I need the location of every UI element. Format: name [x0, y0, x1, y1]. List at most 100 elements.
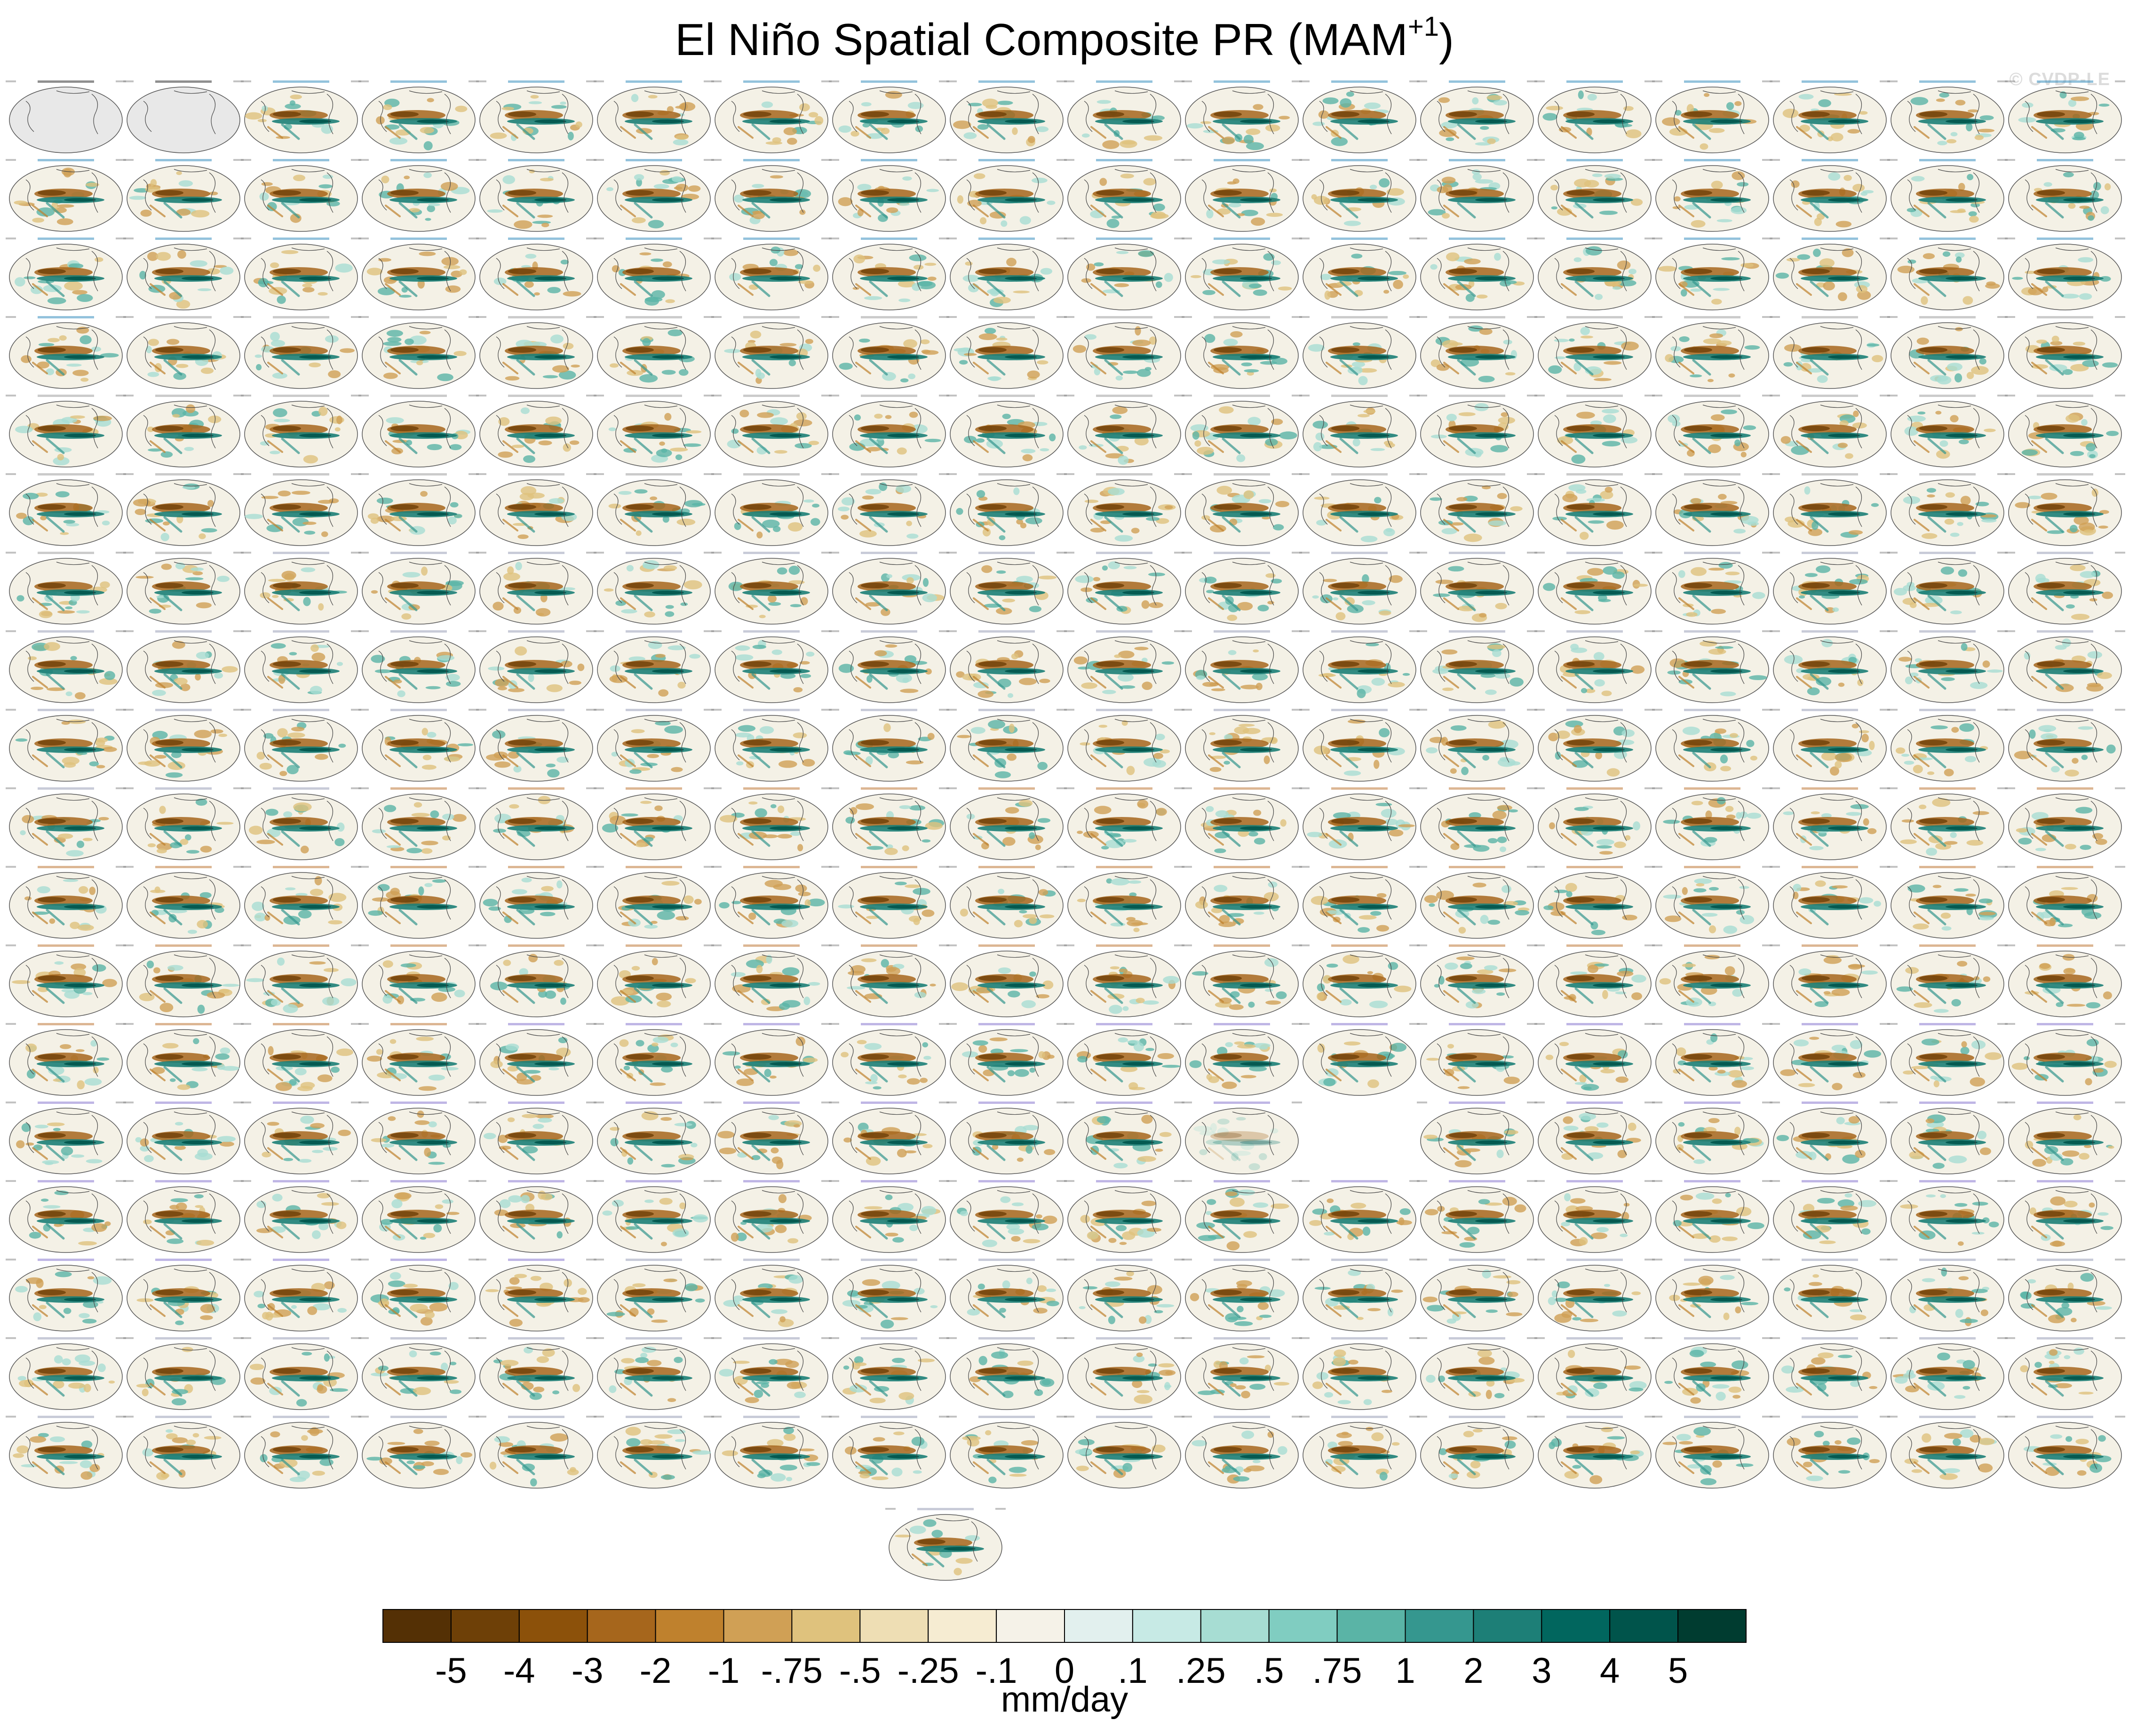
anomaly-blob [752, 211, 765, 220]
map-panel [1299, 787, 1420, 860]
anomaly-blob [1849, 579, 1868, 585]
map-panel [2005, 630, 2125, 703]
panel-title [1096, 552, 1152, 554]
anomaly-blob [1263, 755, 1270, 764]
anomaly-blob [1107, 488, 1125, 495]
map-panel [6, 709, 126, 782]
anomaly-blob [147, 843, 156, 848]
anomaly-blob [1606, 520, 1624, 530]
anomaly-blob [1011, 653, 1019, 659]
anomaly-blob [2079, 206, 2090, 209]
wet-anomaly-core [182, 434, 214, 437]
anomaly-blob [648, 220, 664, 229]
anomaly-blob [1950, 532, 1960, 537]
panel-period-label [1652, 238, 1662, 239]
dry-anomaly-diagonal [1561, 205, 1577, 217]
anomaly-blob [372, 829, 386, 833]
anomaly-blob [1811, 811, 1820, 815]
anomaly-blob [497, 686, 507, 690]
anomaly-blob [65, 691, 72, 697]
panel-period-label [711, 80, 722, 82]
panel-period-label [1652, 552, 1662, 554]
anomaly-blob [1152, 115, 1165, 121]
wet-anomaly-core [534, 119, 566, 123]
anomaly-blob [2065, 769, 2079, 777]
anomaly-blob [1490, 445, 1509, 452]
panel-title [273, 80, 329, 83]
anomaly-blob [1821, 752, 1837, 761]
anomaly-blob [926, 189, 939, 192]
anomaly-blob [260, 592, 270, 599]
anomaly-blob [900, 689, 919, 693]
panel-stat-label [1057, 159, 1067, 161]
anomaly-blob [427, 98, 434, 103]
panel-period-label [829, 80, 839, 82]
anomaly-blob [1134, 647, 1149, 650]
anomaly-blob [160, 532, 169, 541]
wet-anomaly-core [2063, 748, 2095, 752]
dry-anomaly-core [1566, 504, 1595, 510]
dry-anomaly-core [2037, 661, 2065, 667]
map-panel [1770, 473, 1890, 546]
dry-anomaly-core [743, 740, 771, 745]
anomaly-blob [1253, 809, 1262, 816]
anomaly-blob [1950, 415, 1959, 422]
map-panel [6, 630, 126, 703]
dry-anomaly-core [743, 190, 771, 196]
anomaly-blob [898, 298, 911, 302]
map-panel [241, 159, 361, 232]
dry-anomaly-diagonal [855, 283, 871, 296]
anomaly-blob [60, 532, 69, 535]
anomaly-blob [1737, 182, 1749, 187]
dry-anomaly-core [626, 504, 654, 510]
map-panel [1770, 395, 1890, 468]
panel-period-label [946, 238, 957, 239]
panel-title [1919, 473, 1976, 476]
spcz-anomaly [1810, 123, 1829, 140]
spcz-anomaly [163, 280, 183, 297]
coastline [1585, 169, 1619, 173]
anomaly-blob [1426, 747, 1438, 753]
panel-title [1096, 787, 1152, 790]
dry-anomaly-core [743, 504, 771, 510]
anomaly-blob [2082, 360, 2099, 367]
anomaly-blob [1715, 646, 1734, 649]
anomaly-blob [575, 121, 582, 128]
anomaly-blob [1782, 109, 1799, 118]
anomaly-blob [1807, 687, 1820, 696]
panel-title [861, 709, 917, 711]
panel-period-label [1534, 80, 1545, 82]
anomaly-blob [621, 813, 638, 817]
wet-anomaly-core [1593, 198, 1625, 202]
dry-anomaly-core [978, 818, 1007, 824]
coastline [1201, 179, 1210, 211]
anomaly-blob [979, 217, 987, 225]
anomaly-blob [200, 367, 214, 374]
dry-anomaly-core [1096, 504, 1124, 510]
anomaly-blob [1402, 673, 1410, 676]
wet-anomaly-core [887, 669, 919, 673]
map-panel [476, 316, 596, 389]
anomaly-blob [977, 124, 989, 130]
anomaly-blob [336, 662, 343, 666]
map-panel [1299, 630, 1420, 703]
anomaly-blob [797, 844, 803, 852]
panel-stat-label [1174, 80, 1184, 82]
anomaly-blob [160, 451, 173, 458]
coastline [326, 172, 334, 213]
map-panel [594, 709, 714, 782]
anomaly-blob [1804, 486, 1811, 495]
anomaly-blob [1248, 283, 1262, 288]
watermark: © CVDP-LE [2009, 70, 2110, 89]
dry-anomaly-diagonal [1090, 283, 1106, 296]
map-panel [476, 473, 596, 546]
anomaly-blob [2089, 454, 2096, 459]
wet-anomaly-core [1240, 355, 1272, 359]
dry-anomaly-core [978, 740, 1007, 745]
anomaly-blob [1312, 595, 1319, 599]
wet-anomaly-core [417, 669, 449, 673]
map-panel [6, 787, 126, 860]
anomaly-blob [962, 275, 980, 282]
anomaly-blob [2079, 293, 2092, 300]
anomaly-blob [195, 673, 201, 681]
